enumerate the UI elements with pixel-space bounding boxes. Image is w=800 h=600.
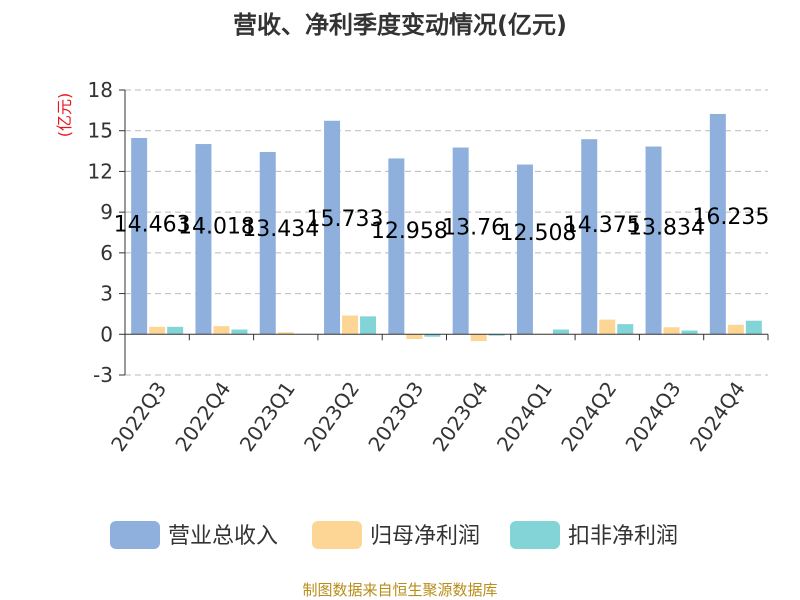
bar-1 bbox=[663, 327, 680, 335]
bar-0 bbox=[388, 158, 405, 335]
data-label: 12.958 bbox=[371, 219, 448, 244]
bar-0 bbox=[259, 151, 276, 335]
bar-1 bbox=[470, 334, 487, 342]
data-label: 13.434 bbox=[242, 217, 319, 242]
x-tick-label: 2023Q4 bbox=[428, 377, 493, 456]
source-note: 制图数据来自恒生聚源数据库 bbox=[302, 581, 497, 599]
bar-1 bbox=[213, 326, 230, 335]
bar-2 bbox=[231, 329, 248, 335]
bar-0 bbox=[645, 146, 662, 335]
y-axis-label: (亿元) bbox=[55, 93, 74, 138]
legend-label: 营业总收入 bbox=[168, 524, 278, 549]
y-tick-label: -3 bbox=[93, 363, 113, 387]
y-tick-label: 18 bbox=[88, 78, 113, 102]
x-tick-label: 2023Q3 bbox=[363, 377, 428, 456]
bar-2 bbox=[360, 316, 377, 335]
legend-swatch bbox=[312, 521, 362, 549]
data-label: 14.375 bbox=[564, 213, 641, 238]
bar-2 bbox=[681, 330, 698, 335]
x-tick-label: 2024Q1 bbox=[492, 377, 557, 456]
bar-2 bbox=[552, 329, 569, 335]
bars bbox=[131, 113, 762, 342]
y-tick-label: 6 bbox=[100, 241, 113, 265]
bar-1 bbox=[727, 324, 744, 335]
data-label: 12.508 bbox=[499, 221, 576, 246]
x-tick-label: 2022Q3 bbox=[106, 377, 171, 456]
data-label: 16.235 bbox=[692, 205, 769, 230]
bar-1 bbox=[342, 315, 359, 335]
bar-0 bbox=[324, 120, 341, 335]
data-label: 13.76 bbox=[442, 216, 505, 241]
y-tick-label: 0 bbox=[100, 322, 113, 346]
bar-2 bbox=[167, 326, 184, 335]
x-tick-label: 2024Q3 bbox=[620, 377, 685, 456]
y-tick-label: 15 bbox=[88, 119, 113, 143]
bar-1 bbox=[277, 332, 294, 335]
bar-2 bbox=[424, 334, 441, 337]
bar-0 bbox=[195, 144, 212, 335]
data-label: 14.463 bbox=[114, 213, 191, 238]
legend-swatch bbox=[510, 521, 560, 549]
legend: 营业总收入 归母净利润 扣非净利润 bbox=[110, 521, 678, 549]
y-tick-label: 9 bbox=[100, 200, 113, 224]
x-tick-label: 2023Q2 bbox=[299, 377, 364, 456]
bar-2 bbox=[488, 334, 505, 336]
x-tick-label: 2022Q4 bbox=[170, 377, 235, 456]
data-labels: 14.46314.01813.43415.73312.95813.7612.50… bbox=[114, 205, 770, 246]
bar-0 bbox=[581, 139, 598, 335]
y-tick-label: 12 bbox=[88, 159, 113, 183]
chart-title: 营收、净利季度变动情况(亿元) bbox=[233, 11, 567, 39]
bar-1 bbox=[406, 334, 423, 340]
bar-2 bbox=[617, 324, 634, 335]
bar-0 bbox=[131, 138, 148, 335]
x-tick-label: 2023Q1 bbox=[235, 377, 300, 456]
bar-0 bbox=[452, 147, 469, 335]
bar-0 bbox=[516, 164, 533, 335]
x-tick-label: 2024Q4 bbox=[685, 377, 750, 456]
y-tick-label: 3 bbox=[100, 282, 113, 306]
bar-1 bbox=[599, 319, 616, 335]
bar-1 bbox=[149, 326, 166, 335]
legend-label: 归母净利润 bbox=[370, 524, 480, 549]
x-tick-label: 2024Q2 bbox=[556, 377, 621, 456]
data-label: 14.018 bbox=[178, 214, 255, 239]
data-label: 13.834 bbox=[628, 215, 705, 240]
bar-2 bbox=[745, 320, 762, 335]
legend-swatch bbox=[110, 521, 160, 549]
legend-label: 扣非净利润 bbox=[568, 524, 678, 549]
data-label: 15.733 bbox=[307, 207, 384, 232]
bar-0 bbox=[709, 113, 726, 335]
